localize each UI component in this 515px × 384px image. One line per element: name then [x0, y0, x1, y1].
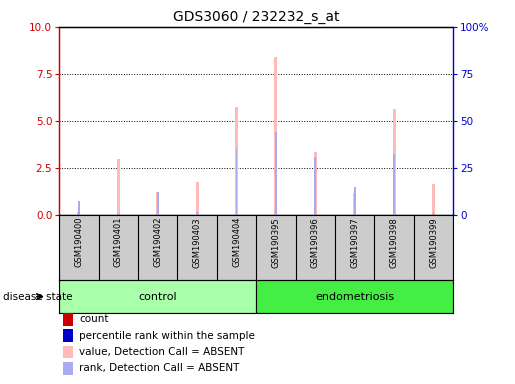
Bar: [78, 201, 80, 215]
Bar: [156, 192, 159, 215]
Bar: [63, 329, 73, 342]
Bar: [256, 280, 453, 313]
Bar: [433, 212, 434, 215]
Bar: [393, 154, 395, 215]
Bar: [314, 152, 317, 215]
Text: GSM190396: GSM190396: [311, 217, 320, 268]
Bar: [432, 184, 435, 215]
Text: endometriosis: endometriosis: [315, 291, 394, 302]
Bar: [315, 157, 316, 215]
Bar: [59, 280, 256, 313]
Text: GSM190400: GSM190400: [75, 217, 83, 268]
Bar: [354, 187, 355, 215]
Bar: [392, 109, 396, 215]
Bar: [353, 194, 356, 215]
Bar: [77, 212, 80, 215]
Bar: [63, 362, 73, 375]
Text: rank, Detection Call = ABSENT: rank, Detection Call = ABSENT: [79, 363, 239, 373]
Text: value, Detection Call = ABSENT: value, Detection Call = ABSENT: [79, 347, 244, 357]
Text: GSM190397: GSM190397: [350, 217, 359, 268]
Text: GSM190398: GSM190398: [390, 217, 399, 268]
Bar: [117, 159, 120, 215]
Text: control: control: [139, 291, 177, 302]
Text: disease state: disease state: [3, 291, 72, 302]
Bar: [236, 149, 237, 215]
Bar: [196, 182, 199, 215]
Text: count: count: [79, 314, 109, 324]
Bar: [117, 213, 119, 215]
Text: GSM190401: GSM190401: [114, 217, 123, 268]
Bar: [63, 313, 73, 326]
Bar: [275, 132, 277, 215]
Bar: [63, 346, 73, 358]
Bar: [196, 212, 198, 215]
Text: GSM190399: GSM190399: [429, 217, 438, 268]
Bar: [274, 57, 278, 215]
Text: GSM190404: GSM190404: [232, 217, 241, 268]
Text: GSM190403: GSM190403: [193, 217, 201, 268]
Text: percentile rank within the sample: percentile rank within the sample: [79, 331, 255, 341]
Title: GDS3060 / 232232_s_at: GDS3060 / 232232_s_at: [173, 10, 339, 25]
Text: GSM190395: GSM190395: [271, 217, 280, 268]
Text: GSM190402: GSM190402: [153, 217, 162, 268]
Bar: [157, 192, 159, 215]
Bar: [235, 107, 238, 215]
